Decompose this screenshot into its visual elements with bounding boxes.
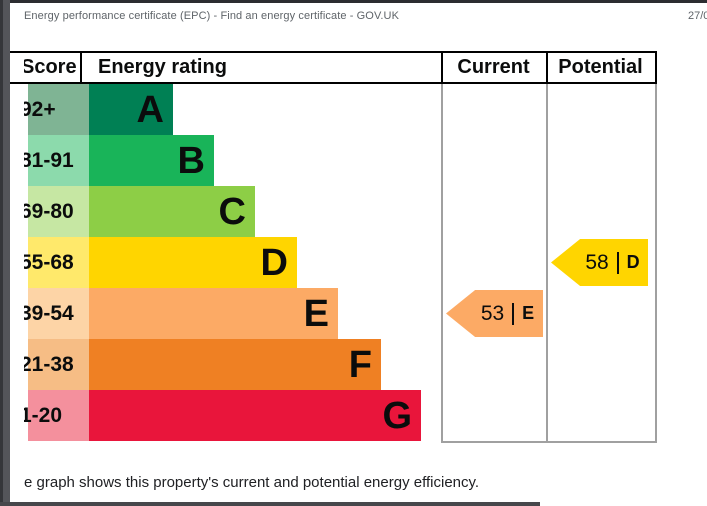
band-letter: B xyxy=(177,139,205,182)
potential-rating-letter: D xyxy=(626,252,640,272)
score-cell xyxy=(28,390,89,441)
band-letter: A xyxy=(136,88,164,131)
rating-bar: D xyxy=(89,237,297,288)
score-range-label: 39-54 xyxy=(24,302,74,325)
print-header-title: Energy performance certificate (EPC) - F… xyxy=(24,10,400,22)
header-divider-potential xyxy=(546,51,548,84)
current-rating-letter: E xyxy=(522,303,535,323)
rating-bar: G xyxy=(89,390,421,441)
rating-bar: E xyxy=(89,288,338,339)
band-letter: D xyxy=(260,241,288,284)
band-letter: F xyxy=(348,343,372,386)
current-score: 53 xyxy=(480,301,505,325)
table-border-top xyxy=(10,51,657,53)
band-letter: E xyxy=(303,292,329,335)
band-row-f: 21-38 F xyxy=(0,339,707,390)
score-cell xyxy=(28,135,89,186)
score-range-label: 21-38 xyxy=(24,353,74,376)
score-range-label: 69-80 xyxy=(24,200,74,223)
header-border-right xyxy=(655,51,657,84)
body-divider-potential xyxy=(546,84,548,443)
window-edge-top xyxy=(0,0,707,3)
header-divider-current xyxy=(441,51,443,84)
band-row-d: 55-68 D xyxy=(0,237,707,288)
score-cell xyxy=(28,237,89,288)
window-edge-bottom xyxy=(0,502,540,506)
score-cell xyxy=(28,288,89,339)
column-header-current: Current xyxy=(457,56,530,78)
score-cell xyxy=(28,339,89,390)
arrow-separator xyxy=(616,251,619,274)
column-header-potential: Potential xyxy=(558,56,643,78)
score-range-label: 92+ xyxy=(24,98,56,121)
column-header-energy-rating: Energy rating xyxy=(98,56,227,78)
body-border-bottom xyxy=(441,441,657,443)
rating-bar: A xyxy=(89,84,173,135)
potential-score: 58 xyxy=(585,250,609,274)
band-row-c: 69-80 C xyxy=(0,186,707,237)
body-divider-current xyxy=(441,84,443,443)
band-row-e: 39-54 E xyxy=(0,288,707,339)
window-edge-left xyxy=(0,0,10,506)
score-range-label: 1-20 xyxy=(24,404,63,427)
band-letter: G xyxy=(382,394,412,437)
score-cell xyxy=(28,84,89,135)
score-cell xyxy=(28,186,89,237)
arrow-separator xyxy=(512,302,515,325)
band-row-g: 1-20 G xyxy=(0,390,707,441)
table-border-header-bottom xyxy=(10,82,657,84)
header-divider-score xyxy=(80,51,82,84)
band-row-b: 81-91 B xyxy=(0,135,707,186)
chart-caption: e graph shows this property's current an… xyxy=(24,474,480,491)
rating-bar: F xyxy=(89,339,381,390)
column-header-score: Score xyxy=(24,56,77,78)
score-range-label: 55-68 xyxy=(24,251,74,274)
rating-bar: B xyxy=(89,135,214,186)
rating-bar: C xyxy=(89,186,255,237)
body-border-right xyxy=(655,84,657,443)
score-range-label: 81-91 xyxy=(24,149,74,172)
band-row-a: 92+ A xyxy=(0,84,707,135)
band-letter: C xyxy=(218,190,246,233)
print-header-date: 27/0 xyxy=(688,10,707,22)
